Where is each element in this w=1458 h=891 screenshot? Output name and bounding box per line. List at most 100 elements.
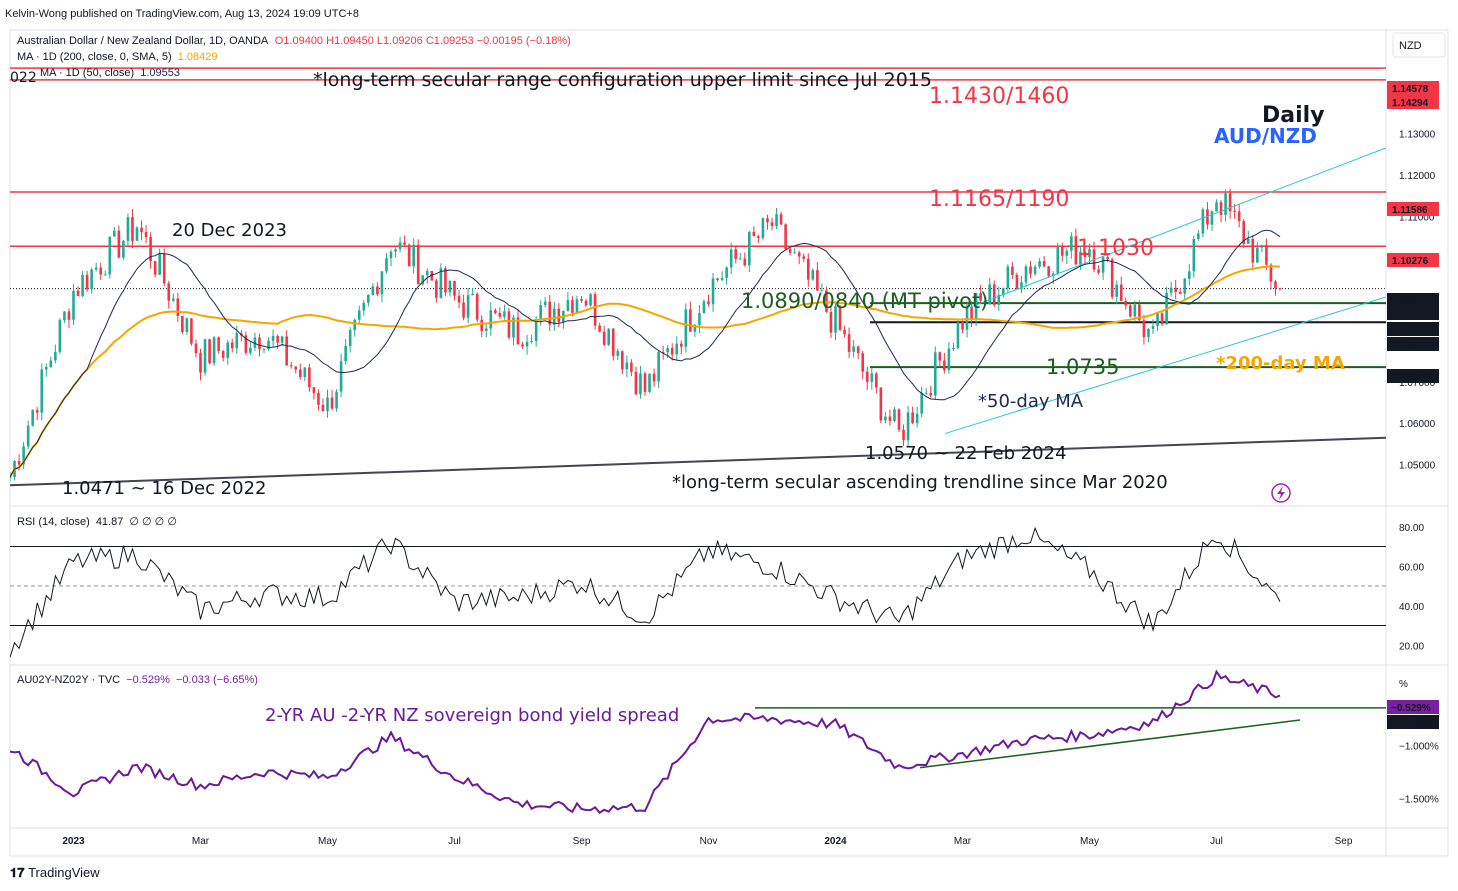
spread-unit: % <box>1399 679 1408 690</box>
price-tick-label: 1.12000 <box>1399 171 1436 182</box>
candle-body <box>357 310 361 320</box>
candle-body <box>312 387 316 393</box>
candle-body <box>516 317 520 345</box>
candle-body <box>1129 305 1132 317</box>
candle-body <box>85 274 89 290</box>
tradingview-brand[interactable]: 𝟏𝟕 TradingView <box>10 865 100 881</box>
candle-body <box>190 318 193 344</box>
candle-body <box>280 336 284 343</box>
candle-body <box>956 322 960 349</box>
candle-body <box>253 337 257 348</box>
rsi-pane[interactable] <box>10 526 1386 658</box>
price-badge-label: 1.14578 <box>1392 84 1429 95</box>
candle-body <box>484 328 488 331</box>
candle-body <box>911 412 914 424</box>
ma50-legend[interactable]: MA · 1D (50, close) 1.09553 <box>40 67 180 79</box>
candle-body <box>1215 202 1218 212</box>
candle-body <box>1224 193 1227 215</box>
candle-body <box>1070 236 1073 251</box>
candle-body <box>584 300 588 306</box>
ma200-legend[interactable]: MA · 1D (200, close, 0, SMA, 5) 1.08429 <box>17 51 218 63</box>
candle-body <box>1060 246 1064 256</box>
candle-body <box>167 283 171 301</box>
candle-body <box>997 294 1001 305</box>
rsi-legend[interactable]: RSI (14, close) 41.87 ∅ ∅ ∅ ∅ <box>17 515 177 528</box>
candle-body <box>571 300 574 313</box>
price-pane[interactable] <box>9 67 1386 487</box>
candle-body <box>548 301 552 325</box>
candle-body <box>376 286 379 295</box>
candle-body <box>1156 313 1159 327</box>
candle-body <box>1242 221 1246 244</box>
ohlc-low: L1.09206 <box>376 35 423 47</box>
channel-upper-line <box>969 147 1386 308</box>
price-badge-label: 1.10276 <box>1392 256 1429 267</box>
candle-body <box>103 274 107 276</box>
candle-body <box>766 218 769 223</box>
axes: 1.150001.140001.130001.120001.110001.100… <box>62 47 1438 847</box>
candle-body <box>861 353 865 372</box>
candle-body <box>31 410 34 426</box>
candle-body <box>380 271 384 295</box>
price-badge <box>1387 337 1439 351</box>
candle-body <box>915 413 919 424</box>
time-tick-label: Jul <box>1210 836 1223 847</box>
candle-body <box>938 352 942 361</box>
spread-legend-label: AU02Y-NZ02Y · TVC <box>17 674 121 686</box>
price-tick-label: 1.13000 <box>1399 129 1436 140</box>
price-badge <box>1387 306 1439 320</box>
candle-body <box>407 244 411 267</box>
candle-body <box>335 391 338 409</box>
candle-body <box>131 217 134 241</box>
candle-body <box>403 242 406 245</box>
spread-pane[interactable] <box>10 669 1386 815</box>
candle-body <box>952 348 955 350</box>
instrument-legend[interactable]: Australian Dollar / New Zealand Dollar, … <box>17 35 571 47</box>
candle-body <box>1115 284 1119 297</box>
candle-body <box>1083 251 1087 258</box>
candle-body <box>54 351 57 361</box>
price-badge-label: 1.09253 <box>1392 296 1429 307</box>
candle-body <box>1106 257 1109 260</box>
instrument-title: Australian Dollar / New Zealand Dollar, … <box>17 35 268 47</box>
alert-lightning-icon[interactable] <box>1271 483 1291 503</box>
candle-body <box>879 387 883 421</box>
candle-body <box>929 392 933 396</box>
candle-body <box>1101 257 1105 273</box>
rsi-tick-label: 60.00 <box>1399 562 1424 573</box>
candle-body <box>230 342 234 349</box>
trendline-note: *long-term secular ascending trendline s… <box>672 472 1168 493</box>
chart-frame <box>9 29 1449 857</box>
candle-body <box>285 336 288 366</box>
candle-body <box>1002 288 1005 295</box>
candle-body <box>1256 247 1259 263</box>
spread-badge-label: −0.645% <box>1391 718 1431 729</box>
time-tick-label: Mar <box>192 836 210 847</box>
candle-body <box>108 236 112 275</box>
candle-body <box>1269 264 1273 282</box>
candle-body <box>607 328 611 345</box>
candle-body <box>797 252 801 257</box>
ohlc-high: H1.09450 <box>326 35 374 47</box>
candle-body <box>1201 209 1205 234</box>
spread-legend[interactable]: AU02Y-NZ02Y · TVC −0.529% −0.033 (−6.65%… <box>17 674 258 686</box>
candle-body <box>1074 236 1078 265</box>
candle-body <box>489 310 493 329</box>
candle-body <box>149 237 152 262</box>
price-badge-label: 1.11586 <box>1392 205 1428 216</box>
candle-body <box>63 311 66 321</box>
candle-body <box>770 222 774 227</box>
candle-body <box>843 329 846 335</box>
candle-body <box>199 353 202 373</box>
ma200-note: *200-day MA <box>1216 353 1345 374</box>
spread-badge <box>1387 715 1439 729</box>
candle-body <box>1110 259 1114 297</box>
candle-body <box>806 258 810 280</box>
low-dec-2022-label: 1.0471 ~ 16 Dec 2022 <box>62 478 267 499</box>
candle-body <box>743 258 747 266</box>
candle-body <box>416 244 420 285</box>
candle-body <box>784 224 787 249</box>
rsi-legend-placeholders: ∅ ∅ ∅ ∅ <box>129 516 177 528</box>
currency-button[interactable] <box>1392 32 1446 58</box>
